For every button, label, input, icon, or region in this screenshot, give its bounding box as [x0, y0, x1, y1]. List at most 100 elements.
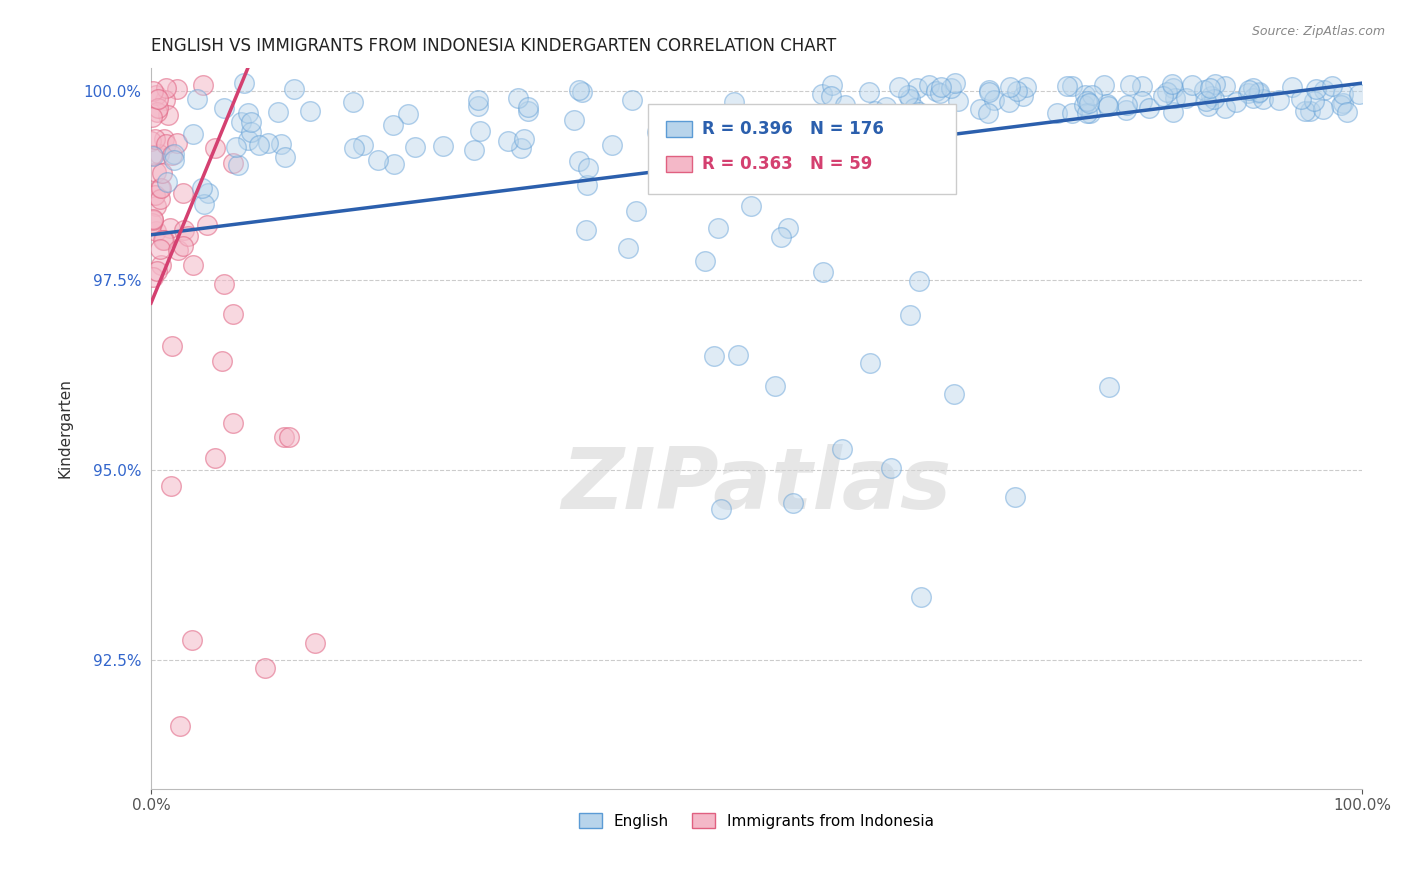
Point: [143, 131, 166, 145]
Point: [239, 125, 262, 139]
Point: [1078, 105, 1101, 120]
Point: [404, 140, 426, 154]
Point: [191, 78, 214, 92]
Point: [1289, 92, 1312, 106]
Point: [1305, 82, 1327, 96]
Point: [155, 80, 177, 95]
Point: [506, 91, 529, 105]
Point: [173, 223, 195, 237]
Point: [142, 211, 165, 226]
Point: [222, 307, 245, 321]
Point: [1152, 89, 1174, 103]
Point: [152, 132, 174, 146]
Point: [1011, 88, 1033, 103]
Point: [146, 92, 169, 106]
Point: [946, 94, 969, 108]
Point: [1331, 87, 1354, 101]
Point: [191, 181, 214, 195]
Point: [834, 98, 856, 112]
Point: [657, 130, 679, 145]
Point: [1192, 82, 1215, 96]
Text: Source: ZipAtlas.com: Source: ZipAtlas.com: [1251, 25, 1385, 38]
Point: [1199, 80, 1222, 95]
Point: [204, 451, 226, 466]
Point: [1281, 80, 1303, 95]
Point: [149, 193, 172, 207]
Point: [821, 78, 844, 93]
Point: [1312, 102, 1334, 116]
Point: [969, 102, 991, 116]
Point: [156, 175, 179, 189]
Point: [979, 83, 1001, 97]
Point: [1174, 91, 1197, 105]
Point: [240, 114, 263, 128]
Point: [181, 127, 204, 141]
Point: [278, 429, 301, 443]
Point: [142, 84, 165, 98]
Point: [1347, 87, 1369, 101]
Point: [145, 165, 167, 179]
FancyBboxPatch shape: [648, 104, 956, 194]
Point: [875, 100, 897, 114]
Point: [145, 223, 167, 237]
Point: [898, 308, 921, 322]
Point: [820, 89, 842, 103]
Point: [160, 339, 183, 353]
Point: [181, 632, 204, 647]
Point: [141, 148, 163, 162]
Point: [1095, 97, 1118, 112]
Legend: English, Immigrants from Indonesia: English, Immigrants from Indonesia: [572, 806, 941, 835]
Point: [382, 157, 405, 171]
Point: [1268, 93, 1291, 107]
Text: R = 0.363   N = 59: R = 0.363 N = 59: [702, 155, 872, 173]
Point: [983, 93, 1005, 107]
Point: [683, 134, 706, 148]
Point: [211, 354, 233, 368]
Point: [150, 166, 173, 180]
Point: [943, 77, 966, 91]
Point: [304, 635, 326, 649]
Text: ENGLISH VS IMMIGRANTS FROM INDONESIA KINDERGARTEN CORRELATION CHART: ENGLISH VS IMMIGRANTS FROM INDONESIA KIN…: [150, 37, 837, 55]
Point: [908, 104, 931, 119]
Point: [142, 149, 165, 163]
Point: [897, 87, 920, 102]
Point: [166, 82, 188, 96]
Point: [1213, 79, 1236, 94]
Point: [163, 153, 186, 167]
Point: [225, 140, 247, 154]
Point: [516, 100, 538, 114]
Point: [236, 133, 259, 147]
Point: [153, 93, 176, 107]
Point: [160, 147, 183, 161]
Point: [600, 138, 623, 153]
Point: [1322, 79, 1344, 94]
Point: [568, 154, 591, 169]
Point: [1237, 83, 1260, 97]
Point: [1115, 98, 1137, 112]
Point: [145, 199, 167, 213]
Point: [283, 81, 305, 95]
Point: [141, 215, 163, 229]
Point: [212, 277, 235, 291]
Point: [1074, 87, 1097, 102]
Point: [1046, 106, 1069, 120]
Point: [645, 125, 668, 139]
Point: [676, 156, 699, 170]
Point: [142, 213, 165, 227]
Point: [695, 253, 717, 268]
Point: [1312, 83, 1334, 97]
Point: [943, 386, 966, 401]
Point: [1130, 78, 1153, 93]
Point: [149, 181, 172, 195]
Point: [148, 101, 170, 115]
Point: [247, 137, 270, 152]
Point: [1201, 88, 1223, 103]
Point: [513, 132, 536, 146]
Point: [145, 188, 167, 202]
Point: [367, 153, 389, 168]
Point: [1213, 101, 1236, 115]
Point: [831, 442, 853, 456]
Point: [1247, 86, 1270, 100]
Point: [510, 140, 533, 154]
Point: [172, 239, 194, 253]
